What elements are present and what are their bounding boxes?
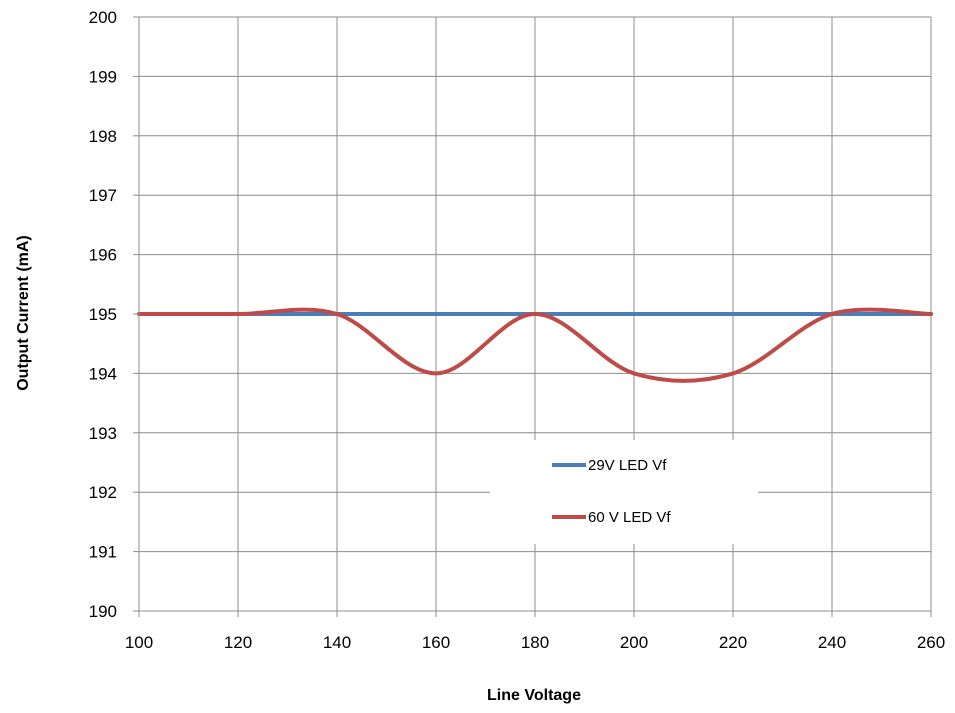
y-tick-label: 196 [89,246,117,265]
axes [133,16,932,617]
x-tick-label: 140 [323,633,351,652]
y-tick-label: 192 [89,483,117,502]
x-tick-label: 200 [620,633,648,652]
y-tick-label: 198 [89,127,117,146]
series-lines [137,307,933,383]
series-line-60v [137,307,933,383]
legend-label-60v: 60 V LED Vf [588,509,671,526]
y-tick-label: 197 [89,186,117,205]
legend-label-29v: 29V LED Vf [588,457,667,474]
x-tick-label: 100 [125,633,153,652]
y-tick-label: 193 [89,424,117,443]
legend: 29V LED Vf 60 V LED Vf [490,440,758,544]
y-tick-label: 194 [89,364,117,383]
y-tick-label: 199 [89,67,117,86]
x-axis-title: Line Voltage [487,687,581,704]
y-tick-label: 191 [89,543,117,562]
y-tick-label: 190 [89,602,117,621]
y-tick-label: 200 [89,8,117,27]
legend-background [490,440,758,544]
y-tick-label: 195 [89,305,117,324]
y-axis-title: Output Current (mA) [15,235,32,391]
x-tick-label: 180 [521,633,549,652]
x-tick-label: 160 [422,633,450,652]
x-tick-label: 220 [719,633,747,652]
x-tick-label: 120 [224,633,252,652]
x-tick-label: 260 [917,633,945,652]
tick-labels: 100 120 140 160 180 200 220 240 260 190 191 192 193 1… [89,8,946,652]
x-tick-label: 240 [818,633,846,652]
